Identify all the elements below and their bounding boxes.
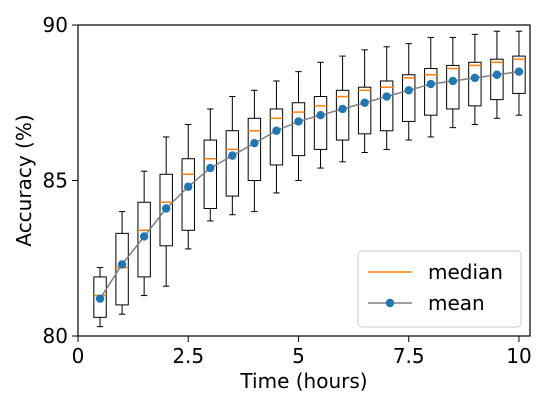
- boxplot: [247, 89, 262, 213]
- iqr-box: [424, 68, 438, 116]
- boxplot: [137, 170, 151, 297]
- mean-point: [338, 104, 347, 114]
- boxplot: [269, 80, 284, 194]
- mean-point: [161, 204, 171, 213]
- boxplot: [402, 43, 416, 141]
- iqr-box: [247, 117, 262, 182]
- boxplot: [446, 36, 460, 129]
- y-axis-label: Accuracy (%): [12, 114, 36, 246]
- mean-point: [360, 98, 369, 107]
- iqr-box: [357, 86, 372, 135]
- legend-mean-marker: [385, 298, 395, 308]
- legend-mean-label: mean: [428, 291, 485, 315]
- legend-median-label: median: [428, 260, 503, 284]
- mean-point: [95, 294, 105, 303]
- mean-point: [117, 260, 127, 269]
- boxplot: [313, 61, 328, 169]
- iqr-box: [335, 89, 350, 141]
- iqr-box: [225, 130, 240, 197]
- iqr-box: [291, 102, 306, 157]
- iqr-box: [468, 61, 482, 107]
- iqr-box: [313, 96, 328, 150]
- x-axis-label: Time (hours): [239, 369, 367, 393]
- boxplot: [181, 124, 195, 250]
- boxplot: [357, 49, 372, 154]
- x-tick-label: 0: [72, 344, 85, 368]
- mean-point: [228, 151, 237, 160]
- boxplots: [93, 30, 526, 328]
- x-tick-label: 10: [506, 344, 531, 368]
- mean-point: [426, 79, 435, 89]
- mean-point: [448, 76, 458, 86]
- iqr-box: [269, 108, 284, 166]
- iqr-box: [159, 173, 173, 247]
- iqr-box: [137, 201, 151, 278]
- legend: median mean: [357, 250, 522, 328]
- boxplot: [490, 30, 504, 119]
- mean-point: [206, 163, 215, 173]
- mean-point: [294, 117, 303, 126]
- axes: 0 2.5 5 7.5 10 80 85 90: [43, 13, 532, 368]
- boxplot: [424, 36, 438, 138]
- legend-box: [357, 250, 522, 328]
- mean-point: [404, 86, 413, 95]
- mean-point: [272, 126, 281, 135]
- mean-point: [184, 182, 193, 191]
- mean-series: [95, 67, 524, 303]
- iqr-box: [181, 158, 195, 231]
- mean-point: [316, 110, 325, 120]
- y-tick-label: 80: [43, 324, 68, 348]
- mean-point: [250, 138, 259, 148]
- y-tick-label: 90: [43, 13, 68, 37]
- iqr-box: [446, 64, 460, 110]
- x-tick-label: 2.5: [172, 344, 204, 368]
- mean-point: [382, 92, 391, 101]
- iqr-box: [490, 58, 504, 101]
- iqr-box: [512, 55, 526, 94]
- boxplot: [335, 55, 350, 163]
- x-tick-label: 7.5: [393, 344, 425, 368]
- boxplot: [225, 96, 240, 216]
- mean-point: [139, 232, 149, 241]
- iqr-box: [93, 276, 107, 318]
- mean-point: [470, 73, 480, 83]
- x-tick-label: 5: [292, 344, 305, 368]
- boxplot: [291, 71, 306, 181]
- iqr-box: [402, 74, 416, 122]
- mean-point: [514, 67, 524, 76]
- iqr-box: [379, 80, 394, 132]
- boxplot: [468, 33, 482, 126]
- mean-point: [492, 70, 502, 79]
- boxplot: [512, 30, 526, 116]
- plot-frame: [77, 24, 531, 337]
- iqr-box: [115, 232, 129, 306]
- boxplot: [379, 46, 394, 150]
- y-tick-label: 85: [43, 169, 68, 193]
- boxplot: [159, 136, 173, 287]
